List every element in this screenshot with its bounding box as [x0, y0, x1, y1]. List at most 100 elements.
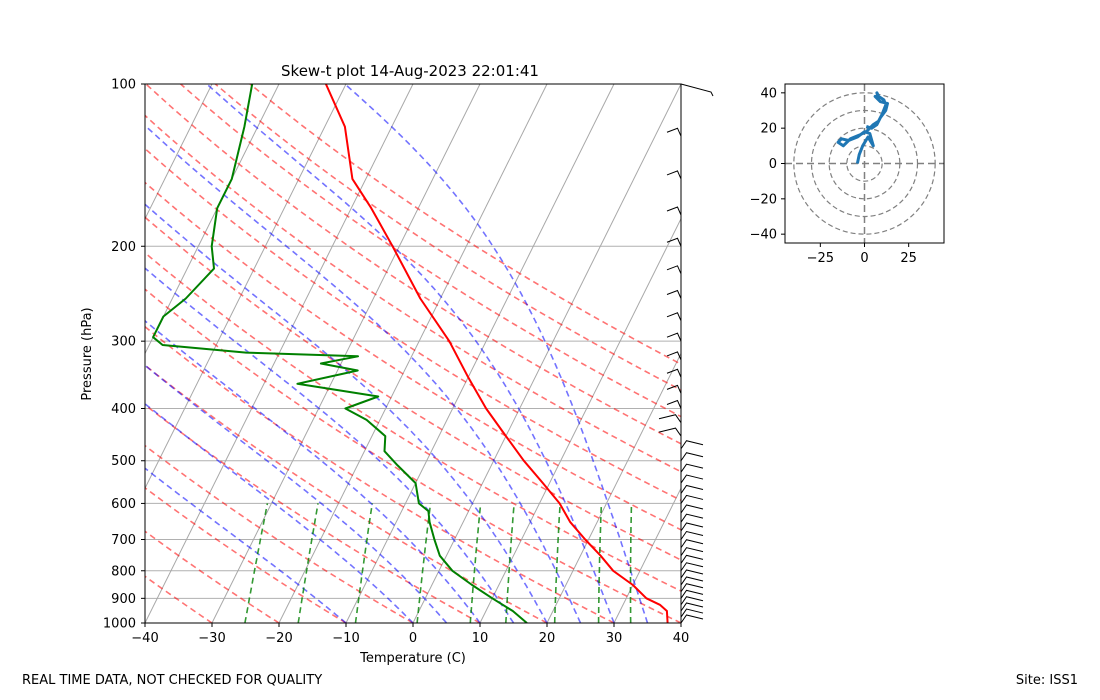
moist-adiabat [145, 267, 515, 623]
y-tick-label: 800 [111, 564, 136, 579]
dry-adiabat [145, 325, 615, 623]
quality-disclaimer: REAL TIME DATA, NOT CHECKED FOR QUALITY [22, 673, 323, 688]
isotherm [145, 84, 213, 220]
wind-barb [680, 608, 704, 618]
mixing-ratio-line [629, 503, 633, 623]
y-tick-label: 700 [111, 533, 136, 548]
mixing-ratio-line [244, 503, 269, 623]
dry-adiabat [145, 486, 347, 623]
isotherm [815, 84, 1083, 623]
isotherm [0, 84, 78, 623]
hodograph-x-tick-label: −25 [807, 251, 834, 266]
wind-barb [666, 399, 682, 409]
wind-barb [680, 569, 704, 579]
dry-adiabat [145, 530, 280, 623]
wind-barb [666, 289, 682, 299]
wind-barb [680, 583, 704, 593]
isotherm [613, 487, 681, 623]
dry-adiabat [145, 147, 681, 502]
wind-barb [680, 614, 704, 624]
mixing-ratio-line [416, 503, 432, 623]
dry-adiabat [145, 444, 414, 623]
dry-adiabat [145, 181, 681, 531]
wind-barb [658, 414, 682, 423]
wind-barb [680, 530, 704, 540]
wind-barb [666, 265, 682, 275]
wind-barb [666, 332, 682, 342]
y-tick-label: 500 [111, 454, 136, 469]
isotherm [278, 84, 548, 623]
moist-adiabat [145, 319, 481, 623]
dry-adiabat [145, 216, 681, 561]
wind-barb [680, 504, 704, 514]
skewt-profiles [152, 84, 669, 623]
moist-adiabat [145, 124, 582, 623]
y-tick-label: 200 [111, 240, 136, 255]
y-tick-label: 400 [111, 402, 136, 417]
hodograph-trace [836, 91, 889, 164]
y-tick-label: 100 [111, 78, 136, 93]
wind-barb [680, 522, 704, 532]
mixing-ratio-line [597, 503, 603, 623]
skewt-grid [0, 84, 1083, 623]
wind-barb [680, 576, 704, 586]
wind-barb [680, 484, 704, 494]
wind-barb [680, 589, 704, 599]
wind-barb [680, 547, 704, 556]
mixing-ratio-line [505, 503, 515, 623]
hodograph-ticks: −25 0 25 40 20 0 −20 −40 [750, 86, 917, 266]
wind-barb [666, 237, 682, 247]
hodograph-y-tick-label: −20 [750, 192, 777, 207]
isotherm [211, 84, 481, 623]
isotherm [546, 352, 681, 623]
skewt-ylabel: Pressure (hPa) [80, 307, 95, 400]
mixing-ratio-line [469, 503, 482, 623]
isotherm [145, 84, 347, 490]
moist-adiabat [206, 84, 615, 623]
wind-barbs [658, 83, 714, 624]
wind-barb [680, 554, 704, 564]
dry-adiabat [145, 84, 681, 445]
isotherm [0, 84, 11, 623]
x-tick-label: 30 [606, 631, 623, 646]
skewt-xlabel: Temperature (C) [359, 651, 466, 666]
x-tick-label: 40 [673, 631, 690, 646]
isotherm [412, 84, 681, 623]
moist-adiabat [145, 364, 448, 623]
wind-barb [680, 513, 704, 523]
hodograph-ring [793, 92, 936, 235]
dry-adiabat [145, 575, 213, 623]
wind-barb [666, 312, 682, 322]
y-tick-label: 600 [111, 497, 136, 512]
wind-barb [666, 170, 682, 180]
mixing-ratio-line [354, 503, 374, 623]
site-label: Site: ISS1 [1015, 673, 1078, 688]
wind-barb [680, 539, 704, 549]
isotherm [680, 621, 681, 623]
dry-adiabat [145, 251, 681, 592]
y-tick-label: 900 [111, 592, 136, 607]
skewt-title: Skew-t plot 14-Aug-2023 22:01:41 [281, 62, 539, 80]
dewpoint-profile [152, 84, 528, 623]
hodograph-y-tick-label: 40 [760, 86, 777, 101]
hodograph-y-tick-label: 0 [769, 157, 777, 172]
x-tick-label: −30 [198, 631, 225, 646]
wind-barb [666, 127, 682, 137]
dry-adiabat [214, 84, 681, 391]
mixing-ratio-line [297, 503, 319, 623]
wind-barb [680, 562, 704, 572]
wind-barb [666, 368, 682, 378]
x-tick-label: −40 [131, 631, 158, 646]
mixing-ratio-line [553, 503, 561, 623]
wind-barb [666, 351, 682, 361]
skewt-y-ticks: 100 200 300 400 500 600 700 800 900 1000 [103, 78, 145, 632]
dry-adiabat [249, 84, 681, 366]
hodograph-y-tick-label: −40 [750, 228, 777, 243]
hodograph-x-tick-label: 25 [900, 251, 917, 266]
hodograph-y-tick-label: 20 [760, 122, 777, 137]
x-tick-label: 10 [472, 631, 489, 646]
moist-adiabat [145, 402, 414, 623]
wind-barb [680, 440, 704, 450]
wind-barb [680, 83, 714, 97]
dry-adiabat [180, 84, 681, 418]
